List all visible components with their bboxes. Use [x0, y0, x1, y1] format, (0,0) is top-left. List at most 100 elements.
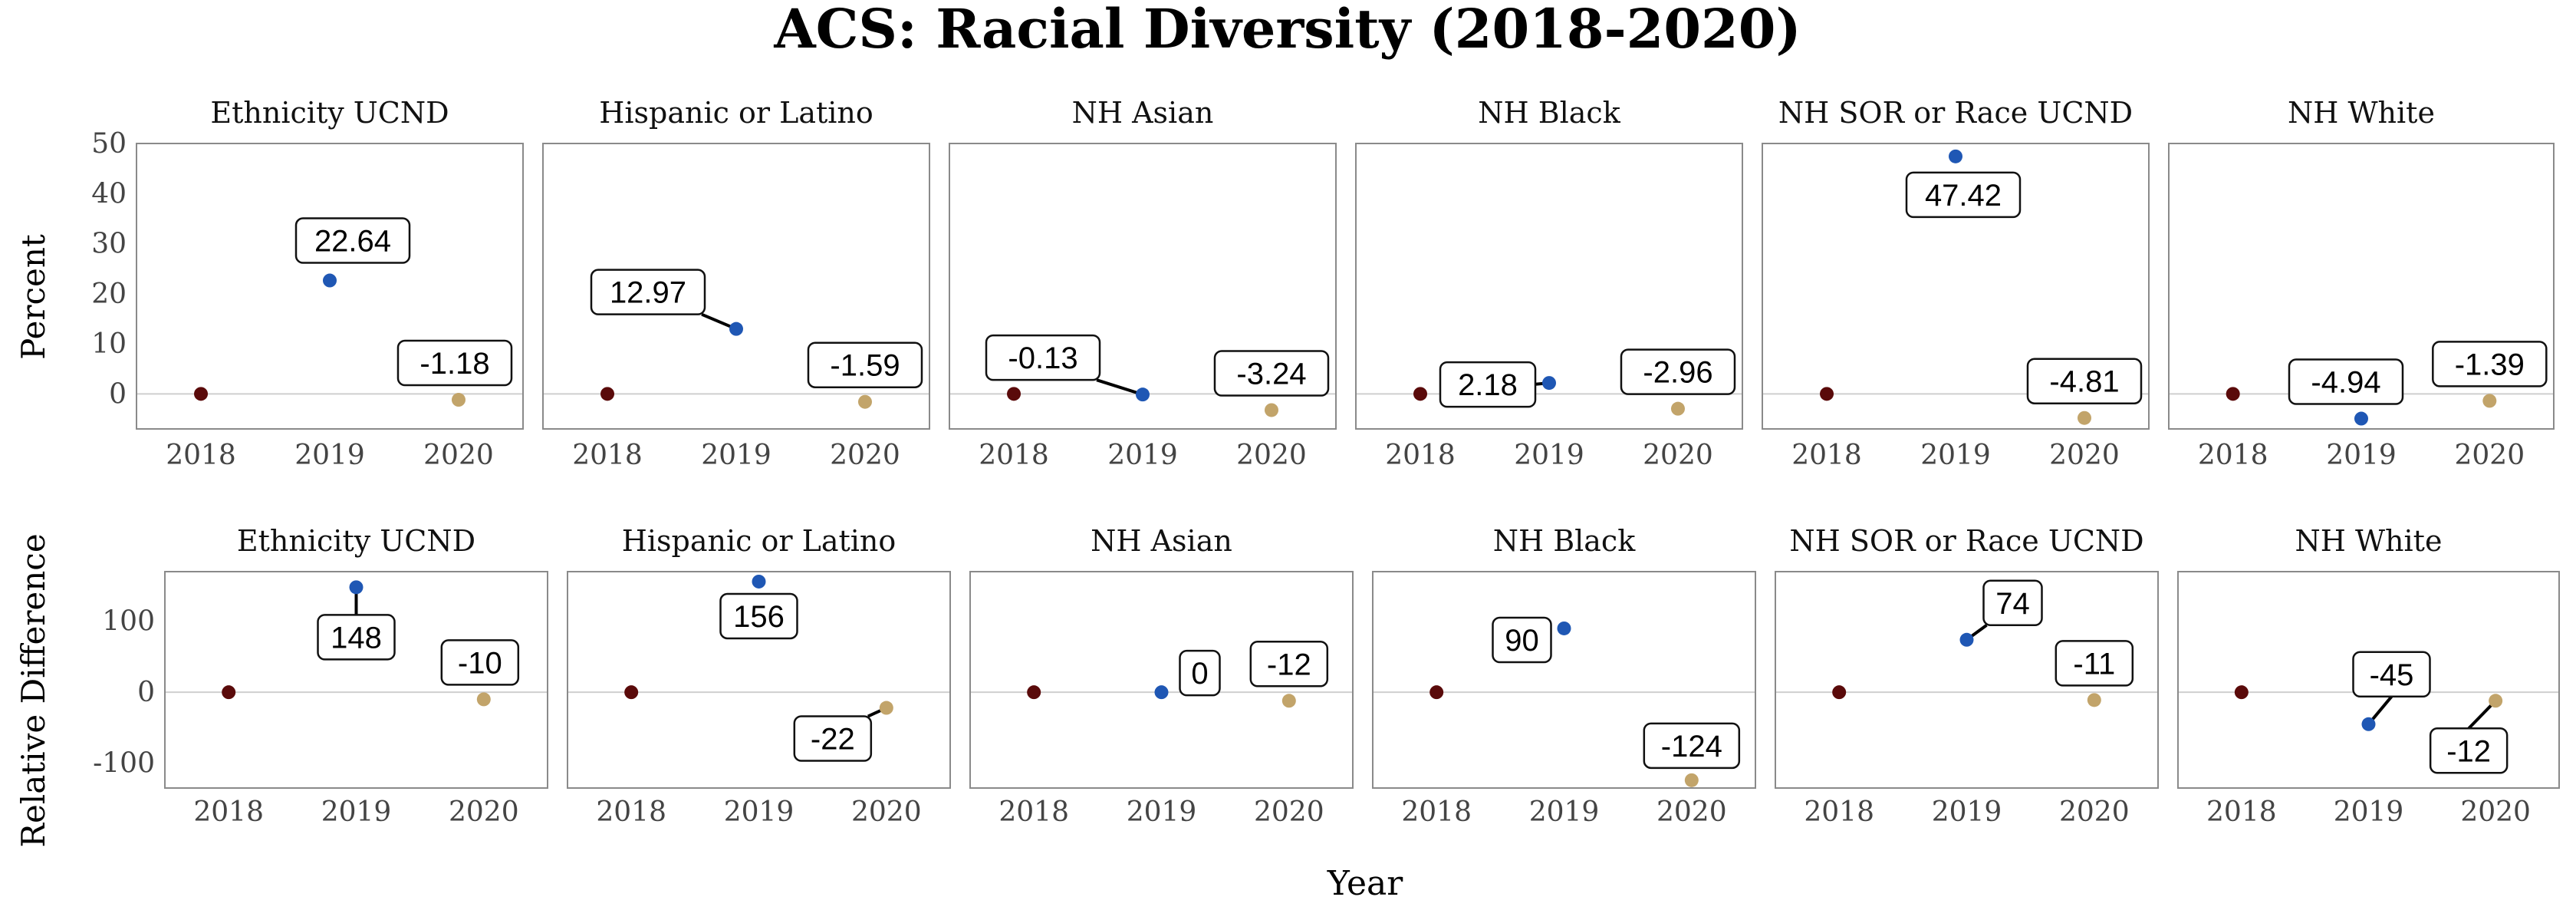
x-tick-label: 2018	[1804, 796, 1874, 828]
point-2019	[1949, 149, 1962, 163]
data-label: 90	[1505, 624, 1539, 658]
panel-frame	[2168, 143, 2555, 430]
point-2018	[194, 387, 209, 401]
panel-frame	[164, 571, 548, 789]
data-label: -12	[1267, 648, 1311, 681]
data-label: 22.64	[314, 225, 391, 259]
point-2020	[1684, 773, 1699, 787]
y-axis-title: Percent	[15, 234, 52, 360]
data-label-box	[1620, 348, 1736, 395]
data-label-box	[1249, 641, 1329, 688]
x-tick-label: 2019	[2334, 796, 2404, 828]
x-tick-label: 2020	[1236, 440, 1307, 471]
x-tick-label: 2019	[2326, 440, 2397, 471]
x-tick-label: 2018	[166, 440, 236, 471]
x-tick-label: 2019	[1107, 440, 1178, 471]
data-label-box	[1492, 616, 1552, 664]
data-label-box	[1643, 722, 1741, 770]
facet-label: NH Black	[1493, 524, 1636, 558]
data-label-box	[2352, 651, 2431, 698]
data-label: -124	[1661, 730, 1722, 763]
data-label: -10	[458, 646, 502, 680]
data-label: 74	[1995, 587, 2030, 621]
x-tick-label: 2018	[2198, 440, 2268, 471]
point-2018	[1413, 387, 1428, 401]
data-label-box	[2429, 727, 2509, 774]
data-label: -2.96	[1643, 356, 1712, 390]
x-tick-label: 2020	[449, 796, 519, 828]
data-label-box	[317, 614, 396, 661]
data-label: -4.94	[2311, 366, 2380, 400]
x-axis-title: Year	[1327, 864, 1403, 903]
point-2018	[1027, 685, 1041, 700]
facet-label: NH Black	[1478, 96, 1620, 130]
data-label-box	[396, 339, 513, 387]
data-label-box	[2055, 640, 2134, 687]
x-tick-label: 2020	[851, 796, 922, 828]
x-tick-label: 2020	[2059, 796, 2130, 828]
facet-panel: Ethnicity UCND 2018 2019 2020 148 -10	[164, 524, 548, 828]
point-2020	[1670, 401, 1685, 416]
point-2018	[1429, 685, 1444, 700]
point-2020	[857, 394, 872, 409]
x-tick-label: 2020	[830, 440, 900, 471]
point-2018	[1832, 685, 1847, 700]
data-label: -11	[2073, 647, 2115, 681]
x-tick-label: 2018	[2206, 796, 2277, 828]
facet-panel: NH White 2018 2019 2020 -4.94 -1.39	[2168, 96, 2555, 471]
data-label: 148	[331, 621, 382, 655]
y-axis-title: Relative Difference	[15, 533, 52, 847]
point-2019	[349, 580, 364, 595]
x-tick-label: 2018	[596, 796, 666, 828]
facet-label: NH SOR or Race UCND	[1789, 524, 2143, 558]
facet-label: NH White	[2295, 524, 2443, 558]
data-label-box	[793, 715, 873, 762]
point-2018	[2234, 685, 2249, 700]
data-label-box	[719, 592, 798, 640]
facet-label: Hispanic or Latino	[599, 96, 873, 130]
data-label: -45	[2370, 658, 2414, 692]
x-tick-label: 2020	[2049, 440, 2120, 471]
x-tick-label: 2019	[1920, 440, 1991, 471]
data-label-box	[1439, 361, 1537, 408]
x-tick-label: 2018	[998, 796, 1069, 828]
facet-panel: NH Black 2018 2019 2020 2.18 -2.96	[1355, 96, 1743, 471]
panel-frame	[1775, 571, 2159, 789]
facet-label: Hispanic or Latino	[622, 524, 897, 558]
x-tick-label: 2018	[572, 440, 643, 471]
point-2019	[2354, 411, 2368, 426]
point-2020	[451, 393, 466, 407]
data-label: 12.97	[610, 276, 686, 310]
facet-panel: NH SOR or Race UCND 2018 2019 2020 74 -11	[1775, 524, 2159, 828]
x-tick-label: 2019	[724, 796, 795, 828]
point-2019	[1136, 387, 1150, 402]
x-tick-label: 2019	[1514, 440, 1584, 471]
point-2020	[1264, 403, 1278, 417]
y-tick-label: 100	[102, 606, 155, 638]
data-label-box	[1213, 350, 1330, 397]
panel-frame	[949, 143, 1337, 430]
point-2019	[729, 322, 743, 336]
facet-panel: Ethnicity UCND 2018 2019 2020 22.64 -1.18	[136, 96, 524, 471]
x-tick-label: 2019	[321, 796, 392, 828]
x-tick-label: 2020	[1656, 796, 1727, 828]
data-label: -22	[811, 723, 855, 757]
point-2018	[1007, 387, 1022, 401]
point-2018	[600, 387, 615, 401]
data-label: -1.18	[419, 347, 489, 381]
facet-label: Ethnicity UCND	[237, 524, 475, 558]
facet-panel: Hispanic or Latino 2018 2019 2020 156 -22	[567, 524, 951, 828]
panel-frame	[1372, 571, 1756, 789]
panel-frame	[969, 571, 1354, 789]
facet-panel: Hispanic or Latino 2018 2019 2020 12.97 -1.59	[542, 96, 930, 471]
data-label-box	[2026, 358, 2143, 404]
facet-grid: Percent 0 10 20 30 40 50 Ethnicity UCND 2018 2019…	[15, 96, 2560, 848]
point-2020	[1281, 694, 1296, 708]
x-tick-label: 2019	[294, 440, 365, 471]
point-2018	[222, 685, 236, 700]
chart-title: ACS: Racial Diversity (2018-2020)	[773, 0, 1801, 61]
panel-frame	[1762, 143, 2150, 430]
data-label: -0.13	[1008, 341, 1077, 375]
x-tick-label: 2019	[1529, 796, 1600, 828]
facet-label: Ethnicity UCND	[210, 96, 449, 130]
